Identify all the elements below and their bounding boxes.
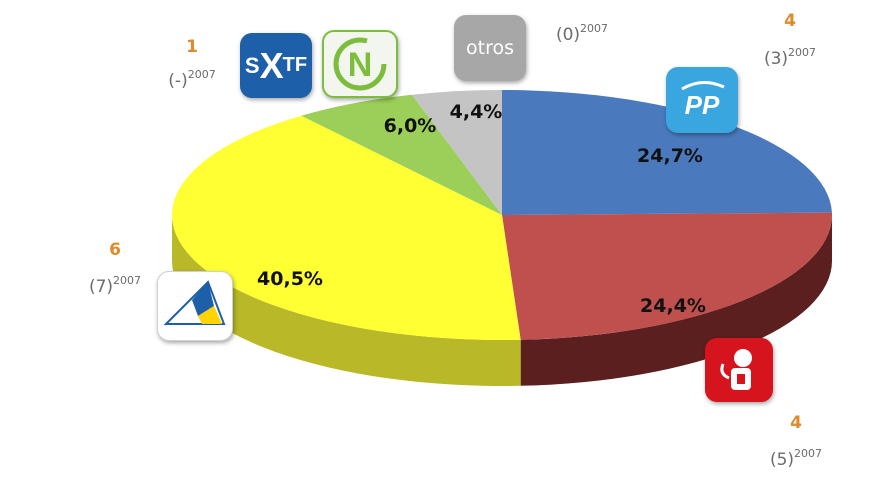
slice-label-psoe: 24,4%: [640, 295, 706, 317]
slice-nc: [301, 94, 502, 215]
pie-sides: [172, 215, 832, 386]
slice-label-nc: 6,0%: [384, 115, 437, 137]
pie-labels: 24,7% 24,4% 40,5% 6,0% 4,4%: [257, 101, 706, 317]
seats-pp: 4: [784, 11, 796, 31]
pp-logo: PP: [666, 67, 738, 133]
nueva-canarias-logo: N: [322, 30, 398, 98]
slice-otros: [411, 90, 502, 215]
slice-label-pp: 24,7%: [637, 145, 703, 167]
nc-emblem-icon: N: [333, 37, 387, 91]
slice-pp: [502, 90, 832, 215]
sxtf-logo: S X TF: [240, 33, 312, 98]
coalicion-canaria-logo: [157, 271, 233, 341]
seats-cc: 6: [109, 240, 121, 260]
prev-seats-pp: (3)2007: [764, 46, 816, 69]
psoe-logo: [705, 338, 773, 402]
pie-slices: [171, 90, 833, 341]
pp-emblem-icon: PP: [681, 81, 725, 120]
prev-seats-psoe: (5)2007: [770, 447, 822, 470]
seats-sxtf: 1: [186, 37, 198, 57]
slice-label-otros: 4,4%: [450, 101, 503, 123]
rose-fist-icon: [720, 349, 752, 390]
prev-seats-cc: (7)2007: [89, 274, 141, 297]
otros-logo: otros: [454, 15, 526, 81]
svg-text:N: N: [348, 46, 373, 84]
prev-seats-otros: (0)2007: [556, 22, 608, 45]
seats-psoe: 4: [790, 413, 802, 433]
cc-emblem-icon: [163, 280, 226, 325]
seat-annotations: 4 (3)2007 4 (5)2007 6 (7)2007 (0)2007 1 (-)2007: [89, 11, 822, 470]
slice-side-cc: [172, 215, 521, 386]
slice-label-cc: 40,5%: [257, 268, 323, 290]
slice-psoe: [502, 212, 833, 340]
svg-text:PP: PP: [685, 90, 720, 120]
prev-seats-sxtf: (-)2007: [168, 68, 215, 91]
slice-side-psoe: [520, 215, 832, 386]
slice-cc: [171, 115, 521, 341]
